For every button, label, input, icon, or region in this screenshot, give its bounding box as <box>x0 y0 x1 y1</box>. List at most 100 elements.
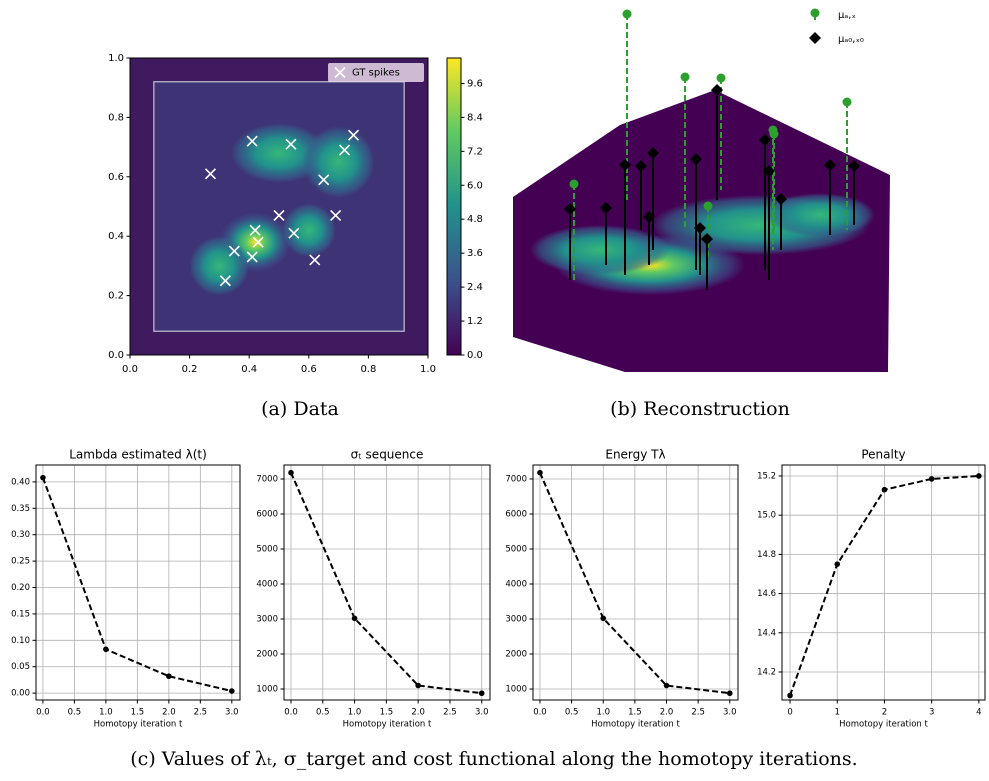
y-tick-label: 0.40 <box>11 477 30 487</box>
x-axis-label: Homotopy iteration t <box>94 720 183 730</box>
truth-diamond <box>848 160 860 172</box>
colorbar-tick-label: 3.6 <box>467 248 483 259</box>
colorbar-tick-label: 4.8 <box>467 214 483 225</box>
spike-marker <box>219 275 231 287</box>
y-tick-label: 14.2 <box>757 667 776 677</box>
y-tick-label: 0.30 <box>11 530 30 540</box>
x-tick-label: 1.0 <box>348 708 362 718</box>
x-tick-label: 1 <box>835 708 840 718</box>
legend-box <box>328 63 424 82</box>
legend-label: GT spikes <box>352 68 400 79</box>
chart-title: Penalty <box>861 448 905 462</box>
line <box>539 472 730 695</box>
y-tick-label: 0.2 <box>108 291 124 302</box>
point <box>415 682 421 689</box>
y-tick-label: 15.2 <box>757 471 776 481</box>
x-axis-label: Homotopy iteration t <box>343 720 432 730</box>
legend-label: μₐ,ₓ <box>838 10 856 21</box>
y-tick-label: 14.4 <box>757 628 776 638</box>
x-axis-label: Homotopy iteration t <box>839 720 928 730</box>
estimate-dot <box>569 179 579 189</box>
x-tick-label: 0.5 <box>316 708 330 718</box>
x-tick-label: 2.0 <box>660 708 674 718</box>
truth-diamond <box>635 160 647 172</box>
point <box>834 561 841 567</box>
colorbar-tick-label: 0.0 <box>467 350 483 361</box>
y-tick-label: 1.0 <box>108 53 124 64</box>
y-tick-label: 2000 <box>505 650 527 660</box>
chart-title: Energy Tλ <box>605 448 665 462</box>
point <box>478 690 485 697</box>
point <box>928 476 935 482</box>
y-tick-label: 5000 <box>256 545 278 555</box>
point <box>787 692 793 699</box>
point <box>881 486 888 493</box>
x-tick-label: 0.0 <box>36 708 50 718</box>
x-tick-label: 2 <box>882 708 887 718</box>
y-tick-label: 0.35 <box>11 504 30 514</box>
point <box>537 469 543 476</box>
colorbar-tick-label: 8.4 <box>467 112 483 123</box>
colorbar-tick-label: 6.0 <box>467 180 483 191</box>
y-tick-label: 5000 <box>505 545 527 555</box>
estimate-dot <box>703 201 713 211</box>
point <box>40 474 46 481</box>
x-tick-label: 1.5 <box>131 708 145 718</box>
x-tick-label: 1.0 <box>420 364 436 375</box>
truth-diamond <box>619 159 631 171</box>
point <box>726 690 733 697</box>
x-tick-label: 1.5 <box>380 708 394 718</box>
point <box>976 473 982 479</box>
x-tick-label: 3.0 <box>475 708 489 718</box>
truth-diamond <box>643 211 655 223</box>
x-tick-label: 3 <box>929 708 934 718</box>
caption: (a) Data <box>261 398 339 420</box>
spike-marker <box>347 129 360 141</box>
y-tick-label: 14.8 <box>757 550 776 560</box>
y-tick-label: 7000 <box>256 475 278 485</box>
caption: (b) Reconstruction <box>610 398 790 420</box>
spike-marker <box>288 227 300 239</box>
point <box>103 646 109 653</box>
point <box>166 673 172 680</box>
plot-frame <box>129 57 429 356</box>
y-tick-label: 0.20 <box>11 583 30 593</box>
spike-marker <box>204 168 217 180</box>
x-tick-label: 0.4 <box>241 364 257 375</box>
spike-marker <box>318 174 330 186</box>
y-tick-label: 7000 <box>505 475 527 485</box>
y-tick-label: 15.0 <box>757 511 776 521</box>
truth-diamond <box>600 202 612 214</box>
point <box>229 688 235 694</box>
plot-frame <box>532 464 739 701</box>
point <box>663 682 670 689</box>
truth-diamond <box>763 165 775 177</box>
x-tick-label: 0.0 <box>533 708 547 718</box>
y-tick-label: 1000 <box>505 685 527 695</box>
point <box>600 615 607 622</box>
spike-marker <box>228 245 240 257</box>
y-tick-label: 3000 <box>505 615 527 625</box>
x-tick-label: 0.0 <box>284 708 298 718</box>
x-tick-label: 0.2 <box>182 364 198 375</box>
x-tick-label: 0.8 <box>360 364 376 375</box>
plot-frame <box>781 464 986 701</box>
y-tick-label: 0.05 <box>11 662 30 672</box>
legend-label: μₐ₀,ₓ₀ <box>838 34 864 45</box>
y-tick-label: 0.15 <box>11 609 30 619</box>
y-tick-label: 1000 <box>256 685 278 695</box>
x-tick-label: 2.5 <box>691 708 705 718</box>
line <box>290 472 482 695</box>
y-tick-label: 0.4 <box>108 231 124 242</box>
colorbar <box>446 57 462 356</box>
spike-marker <box>273 209 285 221</box>
spike-marker <box>285 138 297 150</box>
spike-marker <box>309 254 321 266</box>
figure-caption: (c) Values of λₜ, σ_target and cost func… <box>130 748 857 770</box>
truth-diamond <box>690 153 702 165</box>
estimate-dot <box>622 9 632 19</box>
y-tick-label: 0.8 <box>108 112 124 123</box>
x-tick-label: 4 <box>976 708 981 718</box>
y-tick-label: 2000 <box>256 650 278 660</box>
